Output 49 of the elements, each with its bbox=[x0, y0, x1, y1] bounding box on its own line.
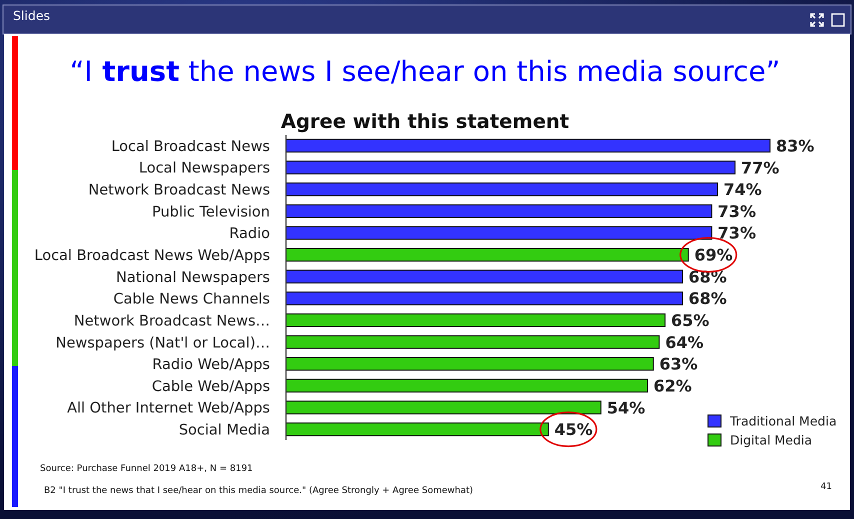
bar bbox=[286, 226, 712, 240]
bar bbox=[286, 160, 736, 174]
chart-subtitle: Agree with this statement bbox=[280, 110, 570, 133]
y-tick-label: Public Television bbox=[152, 204, 270, 220]
y-tick-label: Newspapers (Nat'l or Local)… bbox=[56, 335, 270, 352]
bar bbox=[286, 138, 770, 153]
y-tick-label: Cable News Channels bbox=[113, 292, 270, 308]
data-label: 77% bbox=[741, 158, 780, 178]
text: 41 bbox=[820, 482, 832, 492]
bar bbox=[286, 270, 684, 284]
data-label: 68% bbox=[688, 289, 727, 308]
legend-label: Digital Media bbox=[730, 432, 812, 448]
y-tick-label: Local Broadcast News Web/Apps bbox=[34, 248, 270, 264]
y-tick-label: National Newspapers bbox=[116, 270, 270, 286]
y-tick-label: Network Broadcast News… bbox=[74, 313, 270, 330]
y-tick-label: Social Media bbox=[178, 422, 270, 439]
y-tick-label: Local Broadcast News bbox=[111, 138, 270, 155]
data-label: 64% bbox=[665, 332, 704, 352]
bar bbox=[286, 292, 684, 306]
y-tick-label: Network Broadcast News bbox=[88, 182, 270, 199]
text: Slides bbox=[13, 8, 50, 23]
bar bbox=[286, 335, 660, 349]
bar bbox=[286, 357, 654, 371]
data-label: 63% bbox=[659, 354, 698, 374]
data-label: 73% bbox=[718, 202, 756, 221]
data-label: 65% bbox=[671, 310, 710, 330]
legend-label: Traditional Media bbox=[729, 414, 837, 428]
y-tick-label: Radio bbox=[229, 226, 270, 242]
data-label: 54% bbox=[606, 398, 646, 418]
y-tick-label: Radio Web/Apps bbox=[152, 357, 270, 374]
data-label: 83% bbox=[776, 136, 814, 156]
bar bbox=[286, 182, 718, 196]
y-tick-label: All Other Internet Web/Apps bbox=[67, 400, 270, 417]
data-label: 62% bbox=[654, 376, 692, 396]
data-label: 74% bbox=[724, 180, 762, 200]
bar bbox=[286, 204, 712, 218]
bar bbox=[286, 422, 549, 436]
bar bbox=[286, 248, 689, 262]
y-tick-label: Local Newspapers bbox=[138, 160, 270, 177]
bar bbox=[286, 313, 666, 328]
source-note: Source: Purchase Funnel 2019 A18+, N = 8191 bbox=[40, 464, 253, 474]
bar bbox=[286, 378, 648, 393]
data-label: 69% bbox=[694, 246, 733, 265]
text: B2 "I trust the news that I see/hear on this media source." (Agree Strongly + Agree Somewhat) bbox=[44, 486, 473, 496]
bar bbox=[286, 400, 602, 414]
y-tick-label: Cable Web/Apps bbox=[152, 378, 270, 395]
data-label: 73% bbox=[718, 224, 756, 243]
data-label: 45% bbox=[554, 420, 593, 440]
chart-title: “I trust the news I see/hear on this media source” bbox=[70, 55, 780, 88]
